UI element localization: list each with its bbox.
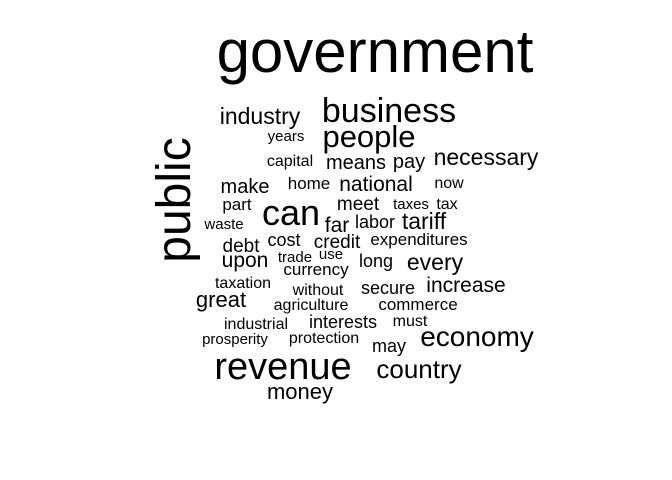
word: trade [278,249,312,266]
word: prosperity [202,331,268,348]
word: interests [309,312,377,332]
word: make [221,176,270,198]
word: national [339,173,413,196]
word: taxes [393,196,429,213]
word: money [267,379,333,404]
word: part [222,195,252,214]
word: currency [283,260,349,279]
word: commerce [378,295,457,314]
word: business [322,92,456,130]
word: country [376,354,461,384]
word: upon [222,249,269,272]
word: tariff [402,208,447,234]
word: industry [220,103,301,129]
word: credit [314,232,361,253]
word: agriculture [274,297,349,314]
word: public [148,137,201,262]
word: great [196,287,246,312]
word: protection [289,330,359,347]
word: use [319,246,343,263]
word: capital [267,153,313,170]
word: secure [361,278,415,298]
word: necessary [434,144,539,170]
word: expenditures [370,230,467,249]
word: without [292,282,344,299]
word: meet [337,194,380,215]
word: people [322,119,415,154]
word: waste [203,216,243,233]
word: cost [267,230,300,250]
word: increase [426,274,505,297]
word: revenue [214,346,351,388]
word: economy [420,321,534,352]
word: taxation [215,275,271,292]
word: government [217,18,534,85]
word: industrial [224,316,288,333]
word: must [393,313,428,330]
word: means [326,152,386,174]
word: debt [223,236,261,257]
word: now [434,175,464,192]
word: far [325,214,350,237]
word: labor [355,212,395,232]
word: pay [393,151,425,173]
word: long [359,251,393,271]
word: can [262,192,320,233]
word: years [268,128,305,145]
word: may [372,336,406,356]
word: home [288,174,331,193]
word: every [407,249,464,275]
word: tax [436,196,457,213]
